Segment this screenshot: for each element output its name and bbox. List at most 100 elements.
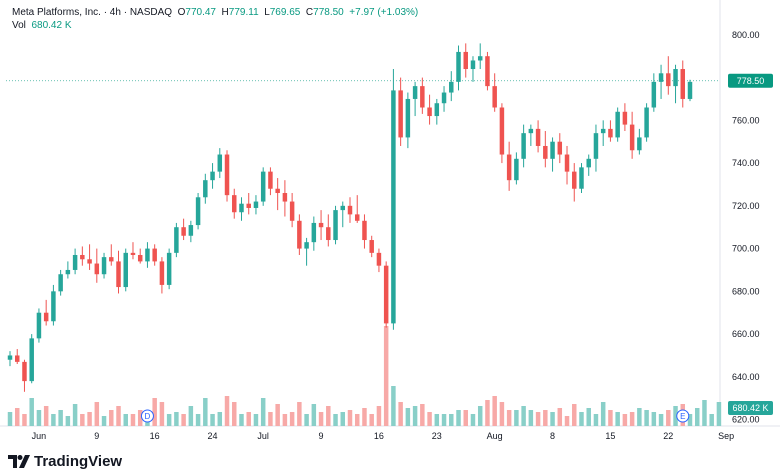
x-tick-label: Jul — [257, 431, 269, 441]
volume-bar — [58, 410, 63, 426]
volume-bar — [152, 398, 157, 426]
y-tick-label: 620.00 — [732, 415, 760, 425]
candle-body — [637, 137, 642, 151]
candle-body — [398, 90, 403, 138]
volume-bar — [427, 412, 432, 426]
candle-body — [521, 133, 526, 159]
volume-bar — [217, 412, 223, 426]
candle-body — [412, 86, 418, 99]
volume-bar — [499, 402, 505, 426]
volume-bar — [246, 412, 251, 426]
candle-body — [543, 145, 548, 159]
volume-bar — [709, 414, 714, 426]
candle-body — [246, 203, 251, 208]
volume-bar — [550, 412, 555, 426]
candle-body — [666, 73, 671, 87]
volume-bar — [51, 414, 56, 426]
volume-bar — [694, 408, 700, 426]
chart-legend: Meta Platforms, Inc. · 4h · NASDAQ O770.… — [12, 6, 418, 32]
candle-body — [499, 107, 505, 155]
volume-bar — [282, 414, 288, 426]
candle-body — [275, 188, 280, 194]
volume-bar — [535, 412, 541, 426]
candle-body — [564, 154, 570, 172]
volume-bar — [304, 414, 309, 426]
volume-bar — [637, 408, 642, 426]
candle-body — [7, 355, 13, 360]
volume-bar — [354, 414, 360, 426]
volume-bar — [521, 406, 526, 426]
candle-body — [311, 222, 317, 243]
volume-bar — [412, 406, 418, 426]
change-value: +7.97 (+1.03%) — [349, 7, 419, 18]
current-price-badge-bg — [728, 73, 773, 88]
candle-body — [687, 81, 693, 99]
volume-bar — [405, 408, 411, 426]
candle-body — [101, 257, 107, 275]
candle-body — [123, 252, 128, 288]
volume-bar — [318, 412, 324, 426]
y-tick-label: 700.00 — [732, 244, 760, 254]
x-tick-label: 16 — [374, 431, 384, 441]
volume-bar — [174, 412, 179, 426]
event-marker-label: E — [680, 412, 685, 421]
y-tick-label: 660.00 — [732, 329, 760, 339]
volume-bar — [188, 406, 194, 426]
volume-bar — [615, 412, 620, 426]
y-tick-label: 740.00 — [732, 158, 760, 168]
candle-body — [145, 248, 150, 262]
symbol-title[interactable]: Meta Platforms, Inc. · 4h · NASDAQ — [12, 7, 173, 18]
volume-bar — [268, 412, 273, 426]
candle-body — [65, 269, 71, 275]
volume-bar — [673, 406, 678, 426]
volume-bar — [586, 408, 591, 426]
high-value: 779.11 — [228, 7, 259, 18]
close-value: 778.50 — [313, 7, 344, 18]
x-tick-label: Aug — [487, 431, 503, 441]
volume-bar — [340, 412, 346, 426]
y-tick-label: 640.00 — [732, 372, 760, 382]
candle-body — [514, 158, 519, 181]
candle-body — [528, 128, 534, 134]
current-price-badge-text: 778.50 — [737, 76, 765, 86]
candle-body — [441, 92, 447, 104]
candle-body — [94, 263, 100, 275]
candle-body — [326, 227, 331, 241]
candle-body — [477, 56, 483, 61]
candle-body — [680, 69, 686, 99]
candle-body — [253, 201, 259, 208]
volume-bar — [289, 412, 295, 426]
volume-bar — [557, 408, 563, 426]
volume-bar — [232, 402, 237, 426]
candle-body — [427, 107, 432, 117]
volume-bar — [137, 410, 143, 426]
high-label: H — [221, 7, 229, 18]
candle-body — [224, 154, 230, 196]
volume-bar — [297, 402, 302, 426]
candle-body — [579, 167, 584, 189]
candle-body — [232, 195, 237, 213]
candle-body — [203, 180, 208, 198]
x-tick-label: 22 — [663, 431, 673, 441]
volume-bar — [651, 412, 657, 426]
candle-body — [383, 265, 389, 324]
candle-body — [304, 242, 309, 249]
candle-body — [362, 220, 367, 241]
tradingview-logo[interactable]: TradingView — [8, 452, 122, 470]
candle-body — [340, 205, 346, 211]
event-marker-earnings: E — [676, 409, 690, 423]
candle-body — [289, 201, 295, 221]
volume-bar — [260, 398, 266, 426]
x-tick-label: 16 — [150, 431, 160, 441]
volume-badge-text: 680.42 K — [732, 403, 768, 413]
candle-body — [166, 252, 172, 285]
x-tick-label: Sep — [718, 431, 734, 441]
y-tick-label: 760.00 — [732, 115, 760, 125]
candle-body — [658, 73, 664, 82]
volume-bar — [29, 398, 34, 426]
volume-bar — [528, 410, 534, 426]
volume-badge: 680.42 K — [728, 401, 773, 415]
volume-bar — [326, 406, 331, 426]
volume-bar — [608, 410, 613, 426]
